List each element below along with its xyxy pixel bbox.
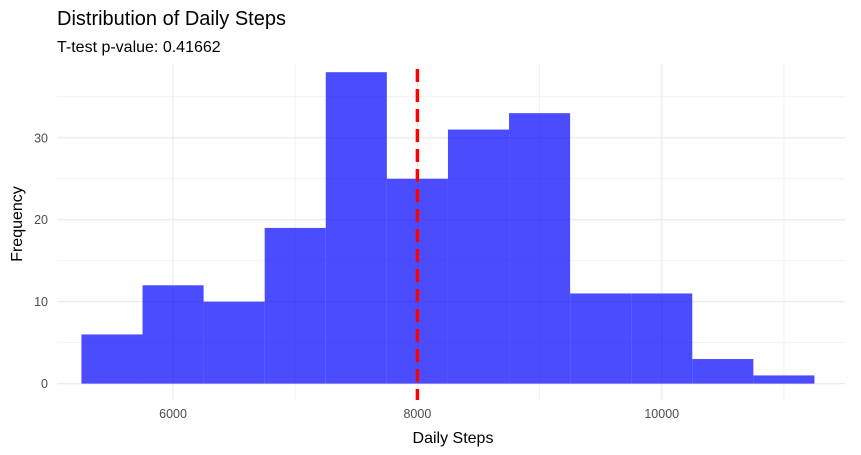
chart-title: Distribution of Daily Steps — [57, 8, 286, 30]
histogram-bar — [265, 228, 326, 384]
histogram-bar — [448, 130, 509, 384]
y-tick-label: 30 — [34, 131, 48, 145]
y-tick-label: 10 — [34, 295, 48, 309]
x-tick-label: 6000 — [159, 407, 187, 421]
y-tick-label: 20 — [34, 213, 48, 227]
histogram-bar — [692, 359, 753, 384]
histogram-bars — [81, 72, 814, 383]
y-tick-label: 0 — [41, 377, 48, 391]
y-axis-title: Frequency — [9, 186, 26, 262]
histogram-bar — [570, 293, 631, 383]
histogram-bar — [631, 293, 692, 383]
histogram-bar — [143, 285, 204, 383]
x-axis-title: Daily Steps — [413, 430, 494, 447]
x-tick-label: 10000 — [644, 407, 679, 421]
histogram-bar — [204, 302, 265, 384]
x-tick-label: 8000 — [403, 407, 431, 421]
x-axis-ticks: 6000 8000 10000 — [159, 407, 679, 421]
histogram-bar — [81, 334, 142, 383]
histogram-bar — [753, 375, 814, 383]
histogram-bar — [326, 72, 387, 383]
y-axis-ticks: 0 10 20 30 — [34, 131, 48, 391]
chart-subtitle: T-test p-value: 0.41662 — [57, 39, 221, 56]
histogram-bar — [509, 113, 570, 383]
